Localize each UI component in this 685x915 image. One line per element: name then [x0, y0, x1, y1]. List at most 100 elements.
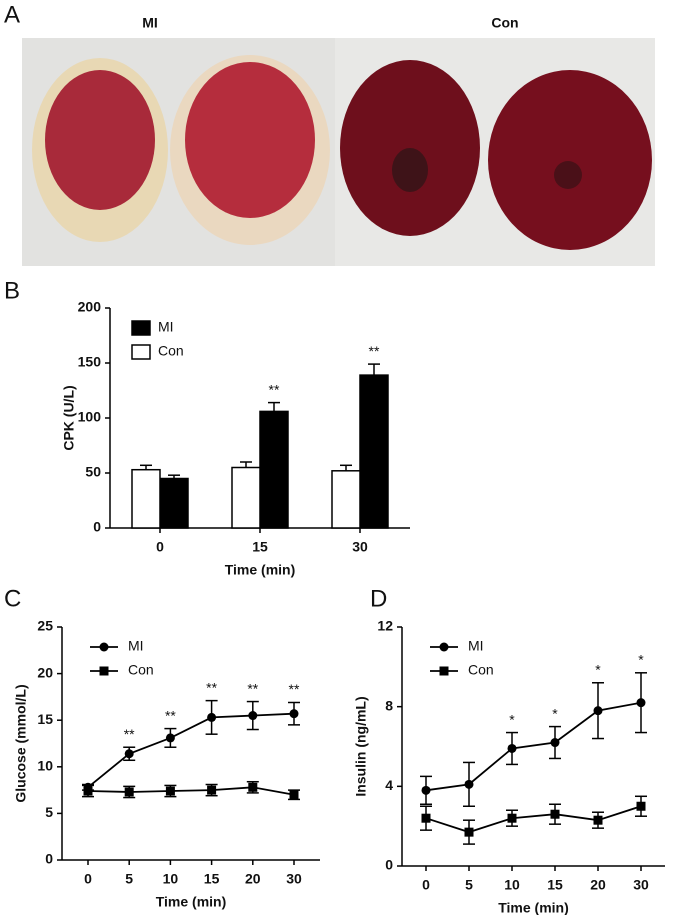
marker: [550, 809, 560, 819]
marker: [550, 738, 560, 748]
x-tick-label: 0: [84, 871, 92, 887]
y-tick-label: 15: [37, 711, 53, 727]
marker: [464, 779, 474, 789]
line: [425, 701, 642, 792]
legend-marker: [99, 642, 109, 652]
significance-mark: *: [638, 652, 644, 668]
marker: [124, 787, 134, 797]
marker: [207, 785, 217, 795]
x-tick-label: 30: [633, 877, 649, 893]
y-tick-label: 4: [385, 777, 393, 793]
y-tick-label: 20: [37, 664, 53, 680]
bar: [159, 477, 189, 529]
significance-mark: **: [206, 679, 217, 695]
marker: [507, 743, 517, 753]
marker: [421, 785, 431, 795]
legend-marker: [439, 666, 449, 676]
legend-label: MI: [468, 638, 484, 654]
y-axis-label: Glucose (mmol/L): [13, 684, 29, 802]
marker: [165, 733, 175, 743]
x-tick-label: 20: [590, 877, 606, 893]
line: [87, 786, 295, 796]
y-axis-label: Insulin (ng/mL): [353, 696, 369, 796]
x-axis-label: Time (min): [498, 900, 569, 915]
marker: [207, 712, 217, 722]
legend-label: Con: [468, 662, 494, 678]
x-axis-label: Time (min): [156, 894, 227, 910]
marker: [165, 786, 175, 796]
y-tick-label: 5: [45, 804, 53, 820]
heart-slice-cavity: [554, 161, 582, 189]
bar: [359, 374, 389, 529]
y-tick-label: 0: [385, 857, 393, 873]
y-tick-label: 150: [78, 354, 102, 370]
x-tick-label: 0: [422, 877, 430, 893]
legend-marker: [99, 666, 109, 676]
heart-slice-stain: [185, 62, 315, 218]
heart-slice: [488, 70, 652, 250]
marker: [83, 786, 93, 796]
y-tick-label: 200: [78, 299, 102, 315]
x-axis-label: Time (min): [225, 562, 296, 578]
marker: [593, 815, 603, 825]
group-label: Con: [491, 15, 518, 31]
line: [87, 712, 295, 789]
legend-swatch: [131, 344, 151, 360]
bar: [131, 468, 161, 529]
significance-mark: *: [552, 705, 558, 721]
x-tick-label: 30: [352, 539, 368, 555]
significance-mark: **: [124, 726, 135, 742]
y-tick-label: 0: [45, 851, 53, 867]
legend-label: Con: [158, 343, 184, 359]
significance-mark: **: [165, 707, 176, 723]
marker: [248, 782, 258, 792]
panel-label: B: [4, 277, 20, 304]
y-axis-label: CPK (U/L): [61, 385, 77, 450]
x-tick-label: 10: [504, 877, 520, 893]
legend-marker: [439, 642, 449, 652]
marker: [464, 827, 474, 837]
legend-label: MI: [158, 319, 174, 335]
marker: [421, 813, 431, 823]
x-tick-label: 20: [245, 871, 261, 887]
heart-slice-cavity: [392, 148, 428, 192]
marker: [636, 801, 646, 811]
marker: [593, 706, 603, 716]
x-tick-label: 15: [547, 877, 563, 893]
heart-slice-stain: [45, 70, 155, 210]
x-tick-label: 15: [252, 539, 268, 555]
significance-mark: *: [595, 661, 601, 677]
marker: [248, 711, 258, 721]
x-tick-label: 10: [163, 871, 179, 887]
y-tick-label: 50: [85, 464, 101, 480]
panel-label: A: [4, 1, 20, 28]
x-tick-label: 0: [156, 539, 164, 555]
line: [425, 805, 642, 834]
x-tick-label: 5: [125, 871, 133, 887]
group-label: MI: [142, 15, 158, 31]
y-tick-label: 100: [78, 409, 102, 425]
marker: [507, 813, 517, 823]
panel-label: C: [4, 585, 21, 612]
marker: [289, 709, 299, 719]
significance-mark: *: [509, 711, 515, 727]
x-tick-label: 15: [204, 871, 220, 887]
y-tick-label: 12: [377, 618, 393, 634]
bar: [231, 466, 261, 529]
legend-label: Con: [128, 662, 154, 678]
significance-mark: **: [369, 343, 380, 359]
x-tick-label: 30: [286, 871, 302, 887]
x-tick-label: 5: [465, 877, 473, 893]
marker: [289, 790, 299, 800]
y-tick-label: 25: [37, 618, 53, 634]
y-tick-label: 0: [93, 519, 101, 535]
marker: [636, 698, 646, 708]
bar: [331, 470, 361, 529]
panel-label: D: [370, 585, 387, 612]
y-tick-label: 8: [385, 697, 393, 713]
legend-swatch: [131, 320, 151, 336]
y-tick-label: 10: [37, 758, 53, 774]
legend-label: MI: [128, 638, 144, 654]
